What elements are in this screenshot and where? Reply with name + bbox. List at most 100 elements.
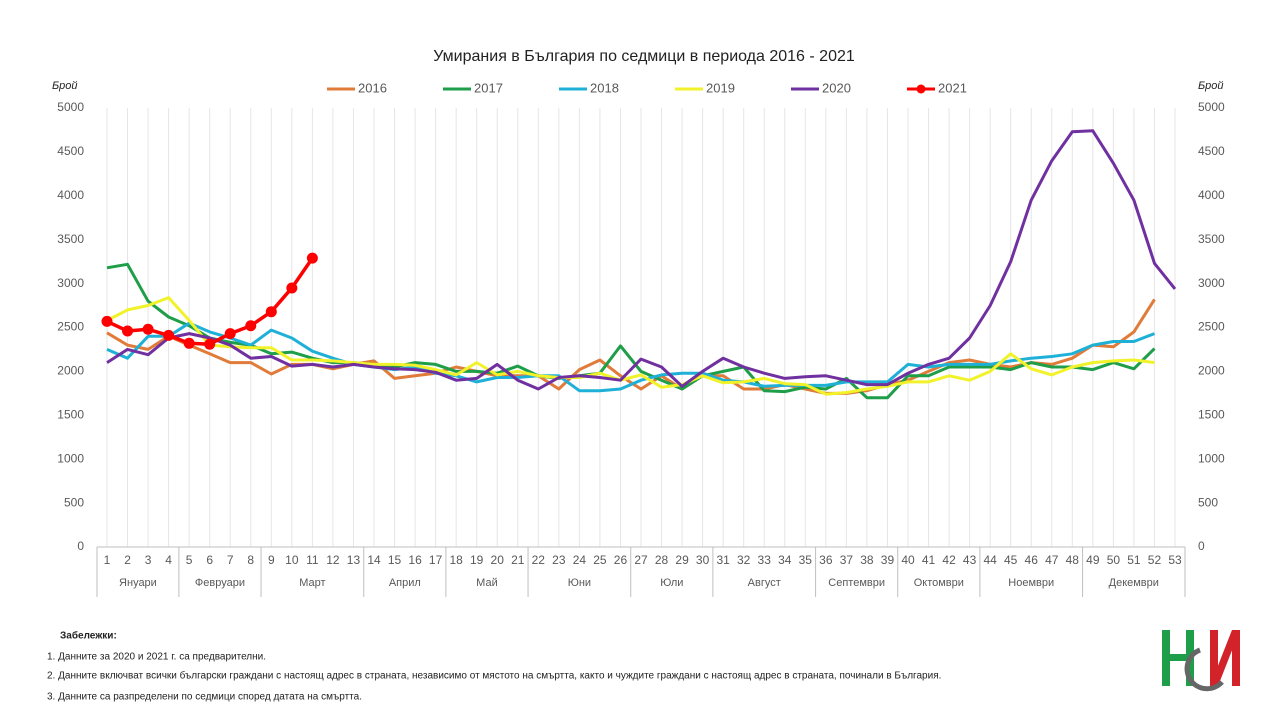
x-tick-label: 30 — [696, 553, 710, 567]
month-label: Февруари — [195, 577, 245, 589]
month-label: Май — [476, 577, 498, 589]
x-tick-label: 37 — [840, 553, 854, 567]
month-label: Март — [299, 577, 325, 589]
y-tick-label: 3500 — [57, 232, 84, 246]
y-tick-label: 500 — [64, 495, 84, 509]
x-tick-label: 18 — [449, 553, 463, 567]
point — [142, 323, 154, 335]
logo — [1162, 630, 1240, 692]
point — [163, 329, 175, 341]
legend-marker — [916, 84, 926, 94]
point — [122, 325, 134, 337]
y-tick-label: 4500 — [57, 144, 84, 158]
y-tick-label: 1500 — [57, 407, 84, 421]
y2-tick-label: 1500 — [1198, 407, 1225, 421]
point — [204, 338, 216, 350]
x-tick-label: 11 — [306, 553, 319, 567]
point — [245, 320, 257, 332]
x-tick-label: 27 — [634, 553, 648, 567]
y-tick-label: 4000 — [57, 188, 84, 202]
point — [265, 306, 277, 318]
y2-tick-label: 4500 — [1198, 144, 1225, 158]
x-tick-label: 10 — [285, 553, 299, 567]
note: 2. Данните включват всички български гра… — [47, 670, 941, 682]
x-tick-label: 2 — [124, 553, 131, 567]
month-label: Август — [748, 577, 781, 589]
point — [101, 315, 113, 327]
legend-label: 2019 — [706, 80, 735, 95]
x-tick-label: 1 — [104, 553, 111, 567]
month-label: Април — [389, 577, 421, 589]
month-label: Ноември — [1008, 577, 1054, 589]
x-tick-label: 41 — [922, 553, 936, 567]
legend-label: 2018 — [590, 80, 619, 95]
x-tick-label: 3 — [145, 553, 152, 567]
x-tick-label: 17 — [429, 553, 443, 567]
month-label: Декември — [1109, 577, 1159, 589]
y2-tick-label: 4000 — [1198, 188, 1225, 202]
x-tick-label: 52 — [1148, 553, 1162, 567]
x-tick-label: 35 — [799, 553, 813, 567]
x-tick-label: 15 — [388, 553, 402, 567]
y2-tick-label: 3500 — [1198, 232, 1225, 246]
y2-tick-label: 5000 — [1198, 100, 1225, 114]
x-tick-label: 44 — [983, 553, 997, 567]
y-tick-label: 1000 — [57, 451, 84, 465]
x-tick-label: 38 — [860, 553, 874, 567]
x-tick-label: 51 — [1127, 553, 1141, 567]
x-tick-label: 39 — [881, 553, 895, 567]
legend-label: 2016 — [358, 80, 387, 95]
note: 3. Данните са разпределени по седмици сп… — [47, 692, 362, 703]
x-tick-label: 28 — [655, 553, 669, 567]
month-label: Юли — [660, 577, 683, 589]
y2-tick-label: 2000 — [1198, 364, 1225, 378]
y2-tick-label: 1000 — [1198, 451, 1225, 465]
x-tick-label: 53 — [1168, 553, 1182, 567]
month-label: Октомври — [914, 577, 964, 589]
x-tick-label: 40 — [901, 553, 915, 567]
x-tick-label: 7 — [227, 553, 234, 567]
y2-axis-label: Брой — [1198, 80, 1224, 92]
legend-label: 2021 — [938, 80, 967, 95]
month-label: Юни — [568, 577, 591, 589]
x-tick-label: 22 — [532, 553, 546, 567]
x-tick-label: 29 — [675, 553, 689, 567]
x-tick-label: 23 — [552, 553, 566, 567]
series-line — [106, 129, 1177, 391]
notes-title: Забележки: — [60, 630, 117, 642]
x-tick-label: 34 — [778, 553, 792, 567]
point — [286, 282, 298, 294]
x-tick-label: 12 — [326, 553, 340, 567]
x-tick-label: 43 — [963, 553, 977, 567]
x-tick-label: 25 — [593, 553, 607, 567]
y2-tick-label: 0 — [1198, 539, 1205, 553]
point — [306, 252, 318, 264]
x-tick-label: 33 — [758, 553, 772, 567]
note: 1. Данните за 2020 и 2021 г. са предвари… — [47, 652, 266, 663]
chart-title: Умирания в България по седмици в периода… — [433, 48, 855, 65]
x-tick-label: 31 — [716, 553, 730, 567]
x-tick-label: 45 — [1004, 553, 1018, 567]
y-tick-label: 3000 — [57, 276, 84, 290]
x-tick-label: 50 — [1107, 553, 1121, 567]
y-tick-label: 0 — [77, 539, 84, 553]
x-tick-label: 49 — [1086, 553, 1100, 567]
legend-label: 2020 — [822, 80, 851, 95]
x-tick-label: 19 — [470, 553, 484, 567]
series-line — [106, 296, 1155, 396]
x-tick-label: 4 — [165, 553, 172, 567]
x-tick-label: 13 — [347, 553, 361, 567]
x-tick-label: 47 — [1045, 553, 1059, 567]
x-tick-label: 20 — [491, 553, 505, 567]
x-tick-label: 16 — [408, 553, 422, 567]
x-tick-label: 24 — [573, 553, 587, 567]
month-label: Септември — [828, 577, 885, 589]
y2-tick-label: 3000 — [1198, 276, 1225, 290]
y-axis-label: Брой — [52, 80, 78, 92]
y-tick-label: 2000 — [57, 364, 84, 378]
x-tick-label: 36 — [819, 553, 833, 567]
y-tick-label: 5000 — [57, 100, 84, 114]
y-tick-label: 2500 — [57, 320, 84, 334]
x-tick-label: 9 — [268, 553, 275, 567]
